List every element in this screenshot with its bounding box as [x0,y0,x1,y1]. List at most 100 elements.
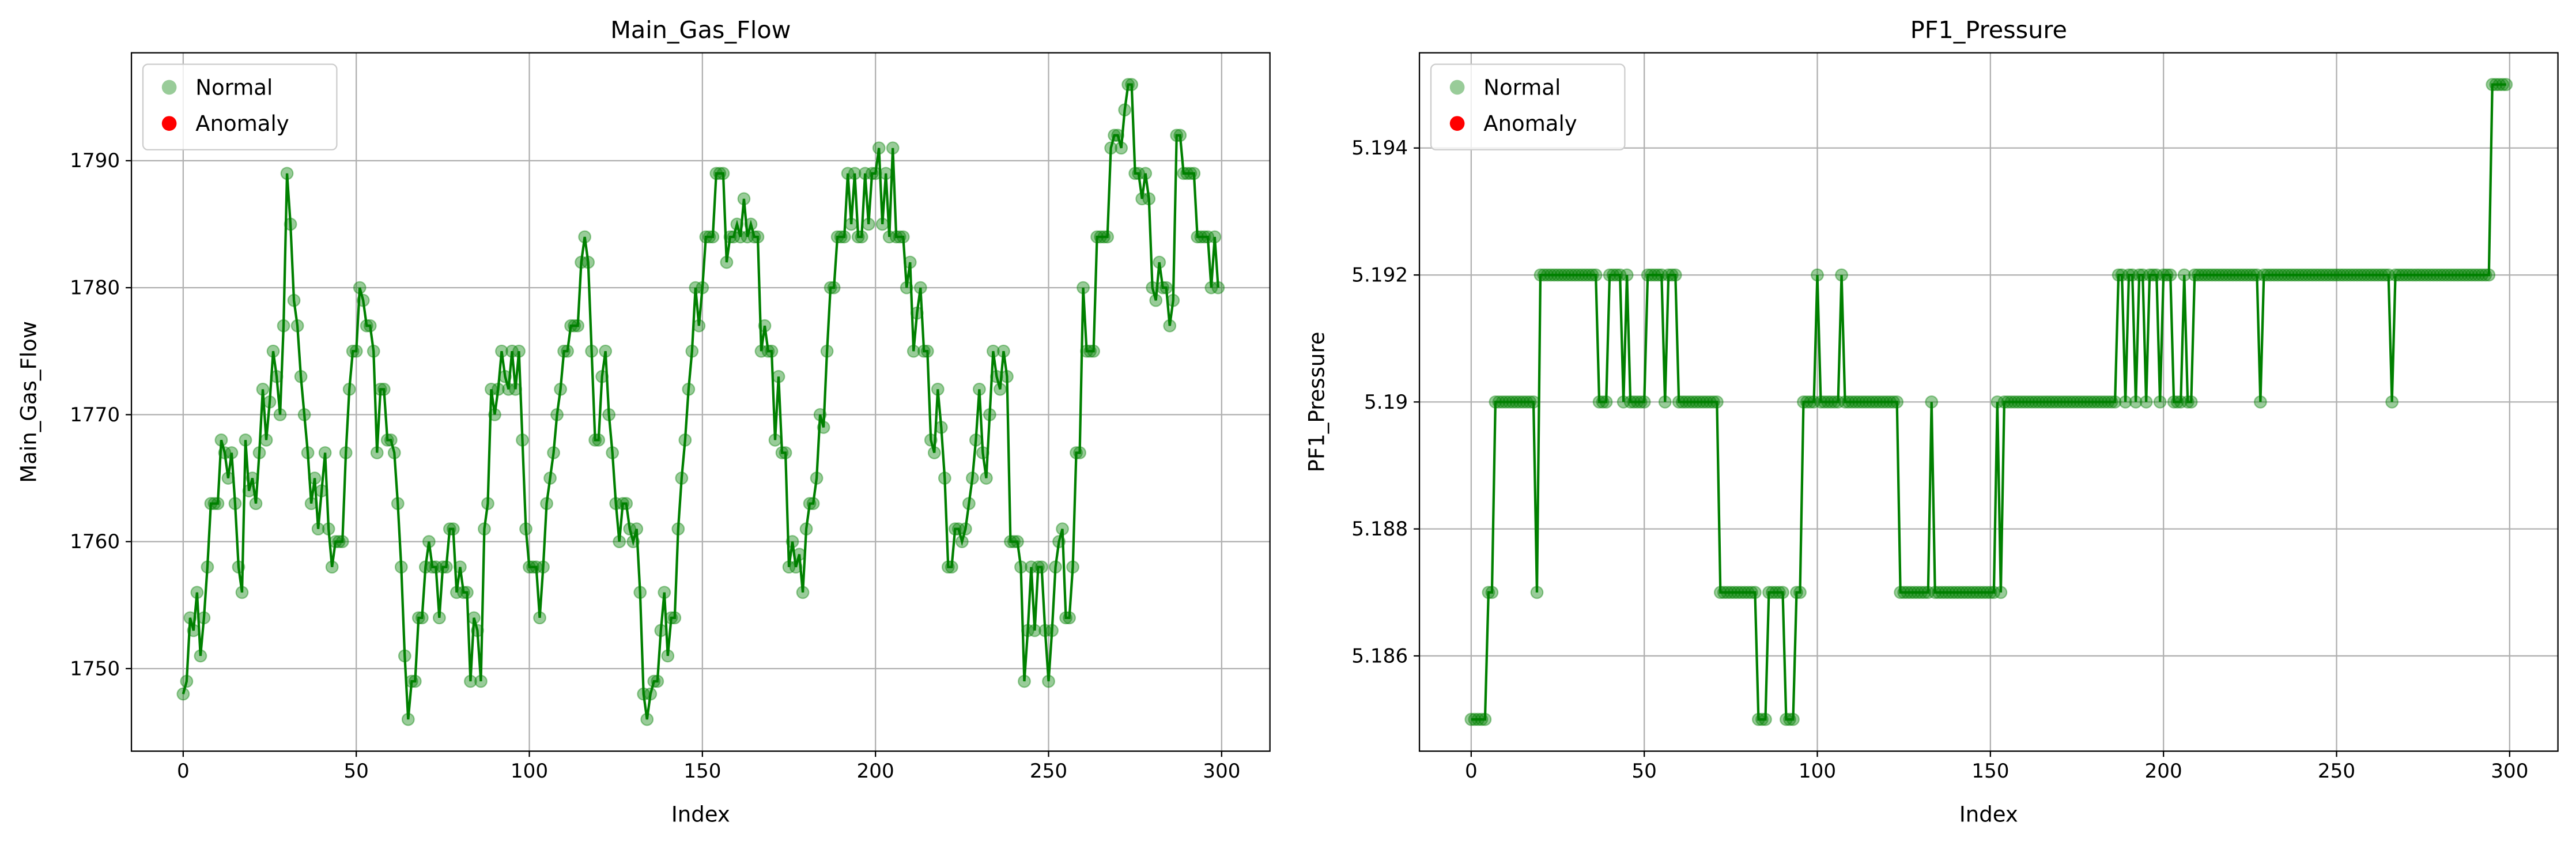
data-point [958,522,972,536]
data-point [1786,712,1800,726]
data-point [768,433,782,447]
data-point [1035,560,1048,574]
data-point [2046,395,2060,409]
data-point [2205,268,2219,282]
data-point [249,497,263,510]
data-point [204,497,218,510]
data-point [1838,395,1852,409]
data-point [2489,78,2503,92]
data-point [266,344,280,358]
data-point [471,624,484,637]
data-point [2087,395,2101,409]
data-point [485,382,498,396]
data-point [2108,395,2122,409]
data-point [464,674,477,688]
data-point [2008,395,2022,409]
data-point [592,433,606,447]
data-point [180,674,194,688]
data-point [2219,268,2233,282]
legend-box [142,63,338,150]
data-point [2461,268,2475,282]
data-point [716,167,730,180]
x-tick-label: 50 [1631,760,1657,783]
data-point [889,230,903,244]
data-point [720,255,734,269]
data-point [1211,281,1225,295]
data-point [1973,586,1987,599]
data-point [273,408,287,421]
data-point [2042,395,2056,409]
data-point [2167,395,2181,409]
data-point [1201,230,1215,244]
data-point [453,560,467,574]
y-tick-label: 1770 [70,403,120,427]
data-point [692,319,706,333]
data-point [1804,395,1817,409]
axes: 0 50 100 150 200 250 300 1750 1760 1770 1780 1790 Ma… [17,16,1271,827]
data-point [2177,268,2191,282]
data-point [2122,268,2136,282]
data-point [2212,268,2226,282]
data-point [495,344,508,358]
data-point [578,230,592,244]
data-point [1856,395,1869,409]
data-point [2150,268,2163,282]
data-point [1118,103,1132,117]
data-point [322,522,335,536]
data-point [2181,395,2194,409]
data-point [1935,586,1949,599]
data-point [2060,395,2073,409]
legend-label: Anomaly [1483,111,1577,136]
data-point [2333,268,2347,282]
data-point [1894,586,1908,599]
data-point [1852,395,1866,409]
data-point [183,611,197,625]
data-point [2292,268,2305,282]
data-point [2375,268,2389,282]
data-point [1997,395,2011,409]
x-tick-label: 100 [511,760,548,783]
data-point [398,649,411,663]
data-point [751,230,765,244]
data-point [446,522,460,536]
data-point [1121,78,1135,92]
data-point [2039,395,2053,409]
data-point [1696,395,1710,409]
data-point [2067,395,2080,409]
x-tick-label: 250 [2318,760,2355,783]
data-point [1623,395,1637,409]
data-point [540,497,553,510]
data-point [211,497,225,510]
data-point [830,230,844,244]
data-point [557,344,571,358]
data-point [948,522,962,536]
data-point [1942,586,1956,599]
data-point [568,319,581,333]
data-point [239,433,252,447]
data-point [2035,395,2049,409]
data-point [1970,586,1984,599]
data-point [1530,586,1544,599]
data-point [554,382,567,396]
data-point [1921,586,1935,599]
x-tick-label: 100 [1799,760,1836,783]
data-point [1693,395,1706,409]
data-line [1471,83,2506,721]
data-point [1821,395,1834,409]
data-point [1198,230,1211,244]
data-point [2347,268,2360,282]
data-point [754,344,768,358]
data-point [1918,586,1932,599]
data-point [1187,167,1201,180]
data-point [1925,395,1939,409]
data-point [1755,712,1769,726]
data-point [2444,268,2458,282]
data-point [2091,395,2105,409]
data-point [2403,268,2416,282]
data-point [360,319,373,333]
data-point [315,484,328,497]
data-point [1869,395,1883,409]
data-point [2323,268,2336,282]
data-point [824,281,837,295]
data-point [242,484,256,497]
